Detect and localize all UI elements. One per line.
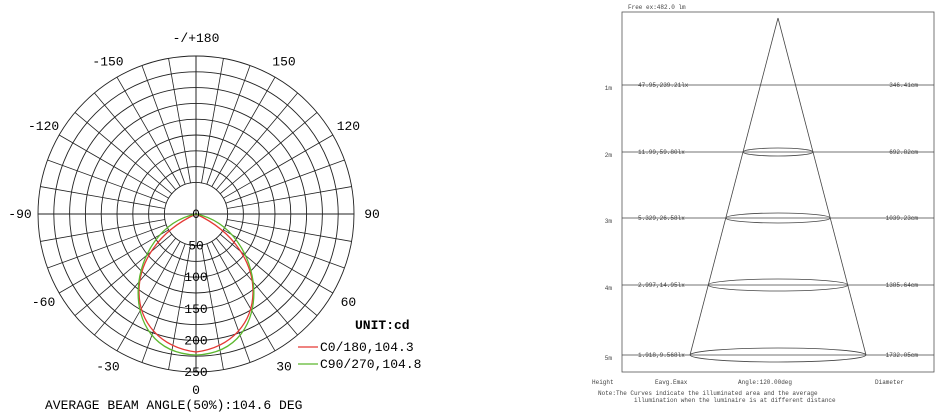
spoke — [216, 92, 298, 191]
row-height: 4m — [605, 285, 613, 292]
angle-label: -30 — [96, 359, 119, 374]
spoke — [219, 234, 318, 316]
angle-label: 150 — [272, 55, 295, 70]
spoke — [168, 58, 191, 183]
spoke — [219, 112, 318, 194]
cone-diagram: Free ex:482.0 lm 1m 47.95,239.21lx 346.41cm… — [592, 4, 935, 404]
angle-label: -/+180 — [173, 31, 220, 46]
row-diameter: 1385.64cm — [886, 282, 919, 289]
cone-frame — [621, 11, 935, 373]
spoke — [201, 58, 224, 183]
spoke — [201, 245, 224, 370]
spoke — [47, 224, 167, 269]
angle-label: -90 — [8, 207, 31, 222]
radial-label: 100 — [184, 270, 207, 285]
row-illuminance: 11.99,59.80lx — [638, 149, 685, 156]
caption: AVERAGE BEAM ANGLE(50%):104.6 DEG — [45, 398, 302, 413]
spoke — [116, 241, 181, 352]
row-height: 2m — [605, 152, 613, 159]
angle-label: -60 — [32, 295, 55, 310]
area-ellipse — [742, 147, 814, 157]
row-diameter: 1039.23cm — [886, 215, 919, 222]
radial-label: 0 — [192, 207, 200, 222]
spoke — [211, 76, 276, 187]
note-line: Note:The Curves indicate the illuminated… — [598, 390, 818, 397]
angle-label: 90 — [364, 207, 380, 222]
spoke — [216, 237, 298, 336]
row-illuminance: 1.918,9.568lx — [638, 352, 685, 359]
row-height: 1m — [605, 85, 613, 92]
area-ellipse — [707, 278, 849, 292]
angle-label: -150 — [92, 55, 123, 70]
polar-diagram: -/+180 150 120 90 60 30 0 -30 -60 -90 -120 -150 0 50 1… — [8, 31, 421, 413]
radial-label: 200 — [184, 333, 207, 348]
spoke — [225, 224, 345, 269]
curve-c90 — [137, 213, 255, 356]
spoke — [40, 186, 165, 209]
area-ellipse — [725, 212, 831, 224]
cone-edge — [777, 17, 867, 356]
area-ellipse — [689, 347, 867, 363]
spoke — [225, 159, 345, 204]
spoke — [94, 237, 176, 336]
radial-label: 50 — [188, 239, 204, 254]
row-illuminance: 5.329,26.58lx — [638, 215, 685, 222]
radial-label: 150 — [184, 302, 207, 317]
spoke — [58, 229, 169, 294]
row-diameter: 1732.05cm — [886, 352, 919, 359]
angle-label: 30 — [276, 359, 292, 374]
spoke — [223, 134, 334, 199]
spoke — [116, 76, 181, 187]
curve-c0 — [138, 213, 254, 353]
cone-edge — [689, 17, 779, 356]
footer-label: Angle:120.00deg — [738, 379, 792, 386]
angle-label: 0 — [192, 383, 200, 398]
row-height: 3m — [605, 218, 613, 225]
spoke — [227, 186, 352, 209]
footer-label: Eavg.Emax — [655, 379, 688, 386]
row-height: 5m — [605, 355, 613, 362]
angle-label: 120 — [337, 119, 360, 134]
footer-label: Height — [592, 379, 614, 386]
spoke — [141, 243, 186, 363]
spoke — [141, 65, 186, 185]
spoke — [206, 243, 251, 363]
angle-label: 60 — [341, 295, 357, 310]
radial-label: 250 — [184, 365, 207, 380]
angle-label: -120 — [28, 119, 59, 134]
legend-label: C90/270,104.8 — [320, 357, 421, 372]
spoke — [227, 219, 352, 242]
spoke — [168, 245, 191, 370]
spoke — [74, 112, 173, 194]
footer-label: Diameter — [875, 379, 904, 386]
row-illuminance: 47.95,239.21lx — [638, 82, 689, 89]
spoke — [74, 234, 173, 316]
spoke — [206, 65, 251, 185]
row-illuminance: 2.997,14.95lx — [638, 282, 685, 289]
note-line: illumination when the luminaire is at di… — [634, 397, 836, 404]
unit-label: UNIT:cd — [355, 318, 410, 333]
legend-label: C0/180,104.3 — [320, 340, 414, 355]
row-diameter: 692.82cm — [889, 149, 918, 156]
spoke — [58, 134, 169, 199]
spoke — [223, 229, 334, 294]
cone-title: Free ex:482.0 lm — [628, 4, 686, 11]
spoke — [40, 219, 165, 242]
spoke — [94, 92, 176, 191]
spoke — [47, 159, 167, 204]
spoke — [211, 241, 276, 352]
row-diameter: 346.41cm — [889, 82, 918, 89]
